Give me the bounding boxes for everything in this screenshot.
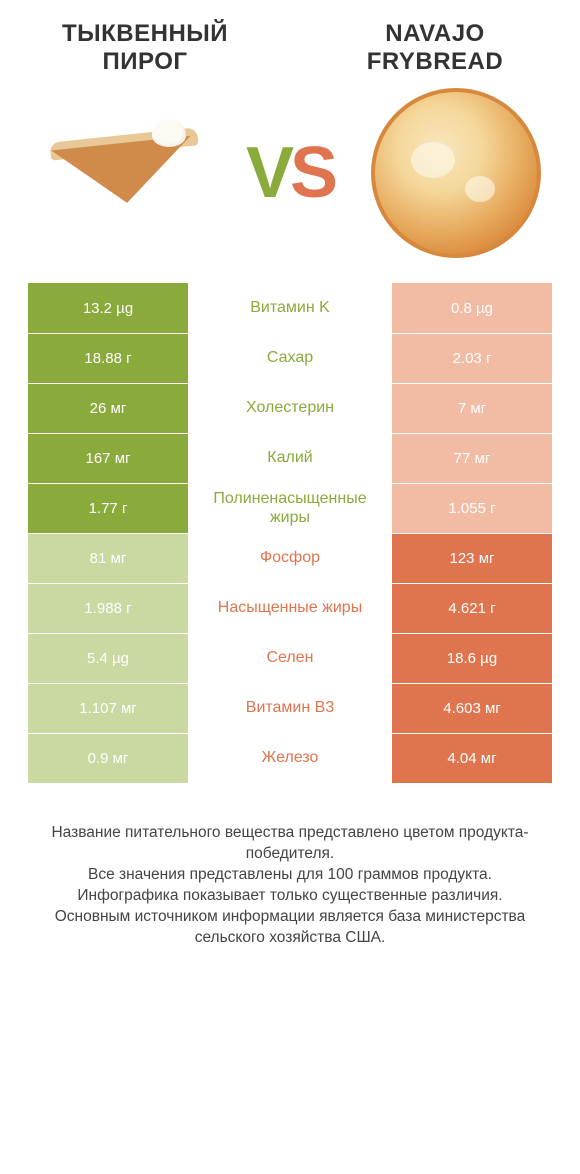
nutrient-label: Фосфор <box>188 534 392 583</box>
right-value: 123 мг <box>392 534 552 583</box>
right-value: 2.03 г <box>392 334 552 383</box>
right-value: 4.621 г <box>392 584 552 633</box>
left-value: 1.988 г <box>28 584 188 633</box>
nutrient-label: Витамин K <box>188 283 392 333</box>
right-value: 1.055 г <box>392 484 552 533</box>
right-value: 0.8 µg <box>392 283 552 333</box>
left-product-image <box>24 83 224 263</box>
left-value: 13.2 µg <box>28 283 188 333</box>
nutrient-label: Холестерин <box>188 384 392 433</box>
table-row: 18.88 гСахар2.03 г <box>28 333 552 383</box>
table-row: 0.9 мгЖелезо4.04 мг <box>28 733 552 783</box>
vs-label: VS <box>246 137 334 209</box>
table-row: 26 мгХолестерин7 мг <box>28 383 552 433</box>
table-row: 1.988 гНасыщенные жиры4.621 г <box>28 583 552 633</box>
nutrient-label: Сахар <box>188 334 392 383</box>
header: ТЫКВЕННЫЙ ПИРОГ NAVAJO FRYBREAD <box>0 0 580 83</box>
comparison-table: 13.2 µgВитамин K0.8 µg18.88 гСахар2.03 г… <box>0 283 580 783</box>
footer-line: Инфографика показывает только существенн… <box>34 886 546 907</box>
footer-line: Все значения представлены для 100 граммо… <box>34 865 546 886</box>
right-product-title: NAVAJO FRYBREAD <box>320 20 550 75</box>
table-row: 13.2 µgВитамин K0.8 µg <box>28 283 552 333</box>
table-row: 1.77 гПолиненасыщенные жиры1.055 г <box>28 483 552 533</box>
right-value: 4.603 мг <box>392 684 552 733</box>
nutrient-label: Железо <box>188 734 392 783</box>
frybread-icon <box>371 88 541 258</box>
left-value: 81 мг <box>28 534 188 583</box>
left-value: 5.4 µg <box>28 634 188 683</box>
nutrient-label: Витамин B3 <box>188 684 392 733</box>
nutrient-label: Насыщенные жиры <box>188 584 392 633</box>
left-value: 167 мг <box>28 434 188 483</box>
nutrient-label: Калий <box>188 434 392 483</box>
footer-notes: Название питательного вещества представл… <box>0 783 580 949</box>
right-value: 77 мг <box>392 434 552 483</box>
right-product-image <box>356 83 556 263</box>
left-value: 1.107 мг <box>28 684 188 733</box>
left-value: 26 мг <box>28 384 188 433</box>
nutrient-label: Полиненасыщенные жиры <box>188 484 392 533</box>
vs-v: V <box>246 137 290 209</box>
table-row: 5.4 µgСелен18.6 µg <box>28 633 552 683</box>
table-row: 1.107 мгВитамин B34.603 мг <box>28 683 552 733</box>
left-product-title: ТЫКВЕННЫЙ ПИРОГ <box>30 20 260 75</box>
footer-line: Название питательного вещества представл… <box>34 823 546 865</box>
footer-line: Основным источником информации является … <box>34 907 546 949</box>
images-row: VS <box>0 83 580 283</box>
left-value: 0.9 мг <box>28 734 188 783</box>
nutrient-label: Селен <box>188 634 392 683</box>
right-value: 7 мг <box>392 384 552 433</box>
pumpkin-pie-icon <box>34 113 214 233</box>
table-row: 167 мгКалий77 мг <box>28 433 552 483</box>
left-value: 1.77 г <box>28 484 188 533</box>
right-value: 4.04 мг <box>392 734 552 783</box>
vs-s: S <box>290 137 334 209</box>
table-row: 81 мгФосфор123 мг <box>28 533 552 583</box>
left-value: 18.88 г <box>28 334 188 383</box>
right-value: 18.6 µg <box>392 634 552 683</box>
